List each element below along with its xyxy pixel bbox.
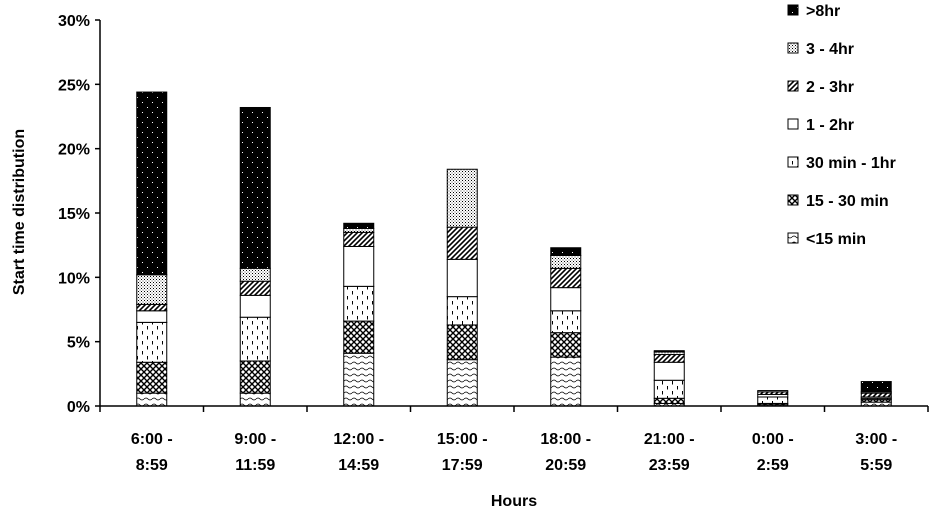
bar-segment xyxy=(446,226,478,260)
bar-segment xyxy=(653,379,685,399)
bar-segment xyxy=(550,267,582,289)
bar-segment xyxy=(653,354,685,363)
bar-segment xyxy=(343,227,375,233)
bar-segment xyxy=(757,396,789,404)
legend-swatch xyxy=(787,156,799,168)
axes-group xyxy=(95,19,929,412)
x-tick-label: 15:00 -17:59 xyxy=(437,431,488,474)
y-tick-label: 20% xyxy=(58,142,90,159)
legend-label: >8hr xyxy=(806,3,840,20)
tick-labels-group: 0% 5% 10% 15% 20% 25% 30% 6:00 -8:59 9:00 -11:59… xyxy=(58,13,897,474)
y-tick-label: 15% xyxy=(58,206,90,223)
bar-segment xyxy=(343,352,375,407)
legend-swatch xyxy=(787,194,799,206)
legend-swatch xyxy=(787,42,799,54)
legend-label: 2 - 3hr xyxy=(806,79,854,96)
bar-segment xyxy=(446,359,478,407)
bar-segment xyxy=(136,361,168,394)
x-tick-label: 9:00 -11:59 xyxy=(234,431,276,474)
legend-swatch xyxy=(787,118,799,130)
y-tick-label: 0% xyxy=(67,399,90,416)
legend-swatch xyxy=(787,232,799,244)
y-tick-label: 25% xyxy=(58,77,90,94)
x-axis-title: Hours xyxy=(491,493,537,510)
bar-segment xyxy=(446,168,478,228)
bar-segment xyxy=(136,91,168,276)
legend-label: <15 min xyxy=(806,231,866,248)
bar-segment xyxy=(136,321,168,363)
x-tick-label: 6:00 -8:59 xyxy=(131,431,173,474)
legend-label: 15 - 30 min xyxy=(806,193,889,210)
bar-segment xyxy=(860,392,892,398)
bar-segment xyxy=(550,356,582,407)
y-tick-label: 30% xyxy=(58,13,90,30)
bar-segment xyxy=(136,274,168,305)
bar-segment xyxy=(653,361,685,381)
bar-segment xyxy=(446,324,478,361)
bar-segment xyxy=(446,258,478,298)
bars-group xyxy=(136,91,892,407)
bar-segment xyxy=(239,267,271,282)
bar-segment xyxy=(550,287,582,312)
legend-label: 3 - 4hr xyxy=(806,41,854,58)
y-axis-title: Start time distribution xyxy=(11,129,28,295)
bar-segment xyxy=(136,310,168,323)
bar-segment xyxy=(550,310,582,334)
bar-segment xyxy=(446,296,478,326)
bar-segment xyxy=(136,392,168,407)
bar-segment xyxy=(239,392,271,407)
x-tick-label: 12:00 -14:59 xyxy=(333,431,384,474)
bar-segment xyxy=(550,254,582,269)
legend: >8hr 3 - 4hr 2 - 3hr 1 - 2hr 30 min - 1hr 15 … xyxy=(787,3,896,248)
y-tick-label: 5% xyxy=(67,335,90,352)
x-tick-label: 0:00 -2:59 xyxy=(752,431,794,474)
bar-segment xyxy=(343,285,375,322)
bar-segment xyxy=(239,360,271,394)
legend-label: 30 min - 1hr xyxy=(806,155,896,172)
bar-segment xyxy=(343,245,375,287)
bar-segment xyxy=(653,397,685,404)
legend-swatch xyxy=(787,4,799,16)
bar-segment xyxy=(239,280,271,296)
bar-segment xyxy=(136,303,168,312)
legend-label: 1 - 2hr xyxy=(806,117,854,134)
bar-segment xyxy=(757,390,789,393)
bar-segment xyxy=(653,350,685,353)
y-tick-label: 10% xyxy=(58,270,90,287)
bar-segment xyxy=(860,381,892,393)
legend-swatch xyxy=(787,80,799,92)
x-tick-label: 21:00 -23:59 xyxy=(644,431,695,474)
bar-segment xyxy=(239,294,271,318)
bar-segment xyxy=(239,316,271,362)
bar-segment xyxy=(343,320,375,354)
x-tick-label: 3:00 -5:59 xyxy=(855,431,897,474)
bar-segment xyxy=(343,231,375,247)
bar-segment xyxy=(239,106,271,269)
bar-segment xyxy=(343,222,375,229)
bar-segment xyxy=(550,247,582,256)
bar-segment xyxy=(550,332,582,358)
x-tick-label: 18:00 -20:59 xyxy=(540,431,591,474)
